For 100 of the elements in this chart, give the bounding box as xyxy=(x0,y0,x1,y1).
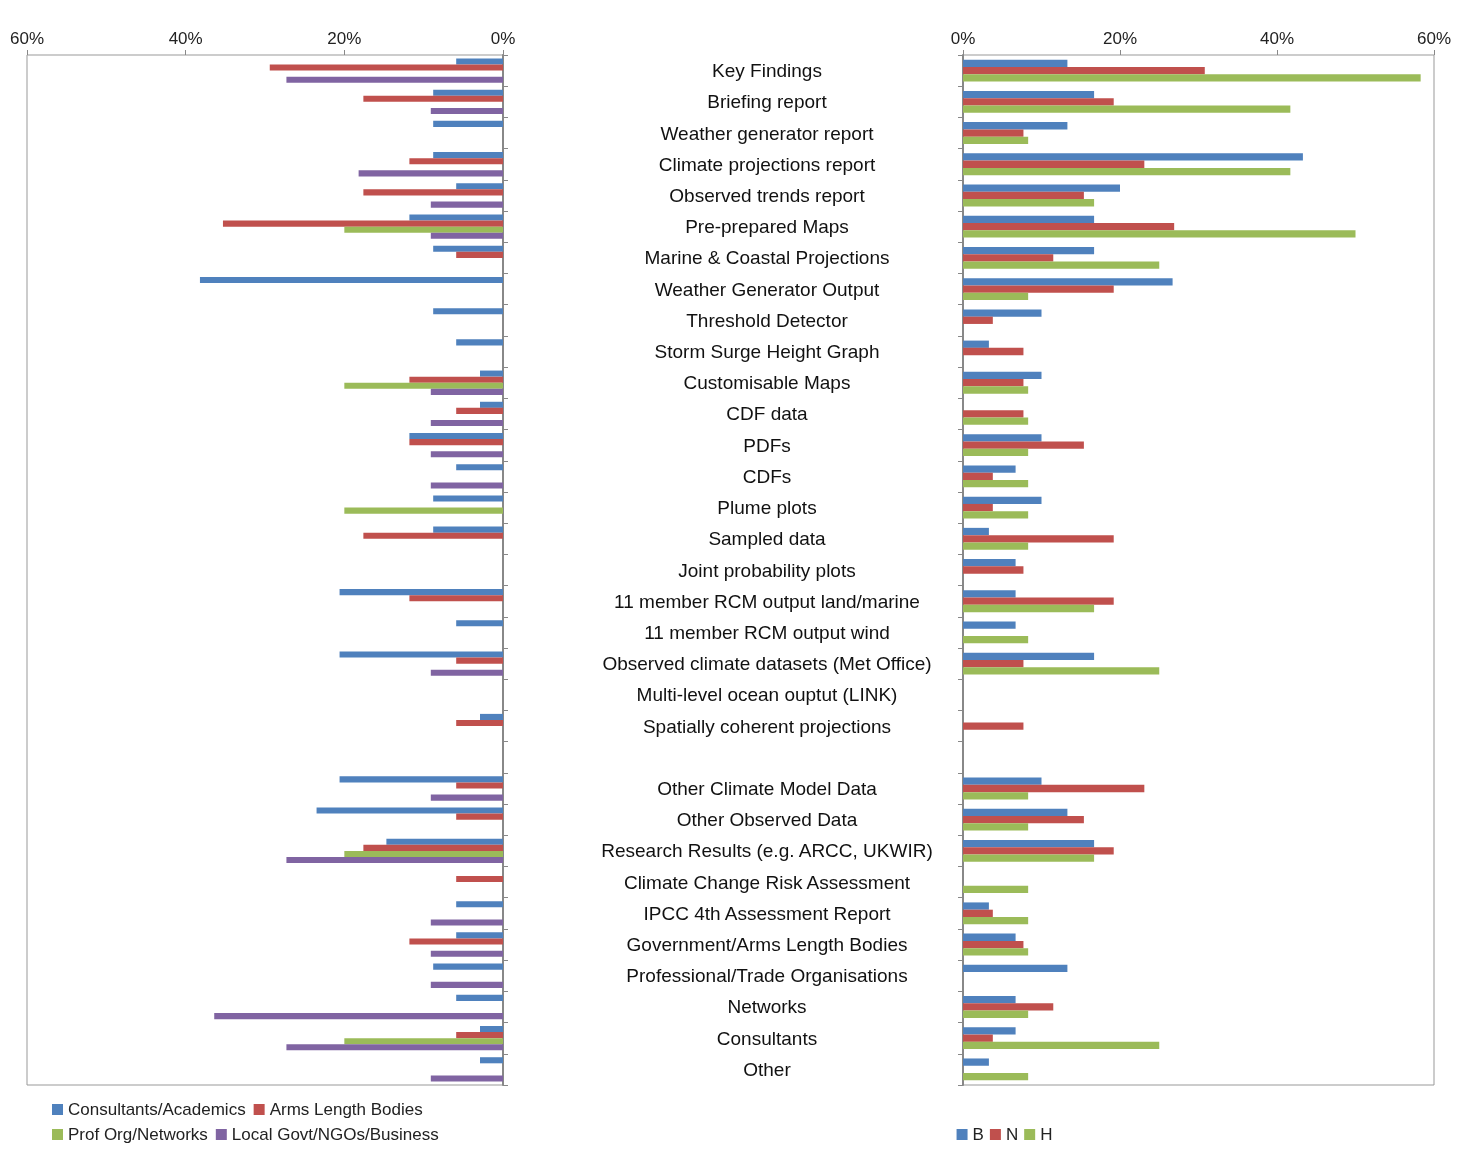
bar xyxy=(433,308,503,315)
bar xyxy=(963,129,1024,137)
x-tick-label: 20% xyxy=(327,29,362,48)
bar xyxy=(963,933,1016,941)
bar xyxy=(963,996,1016,1004)
bar xyxy=(963,636,1029,644)
bar xyxy=(963,566,1024,574)
bar xyxy=(963,74,1421,82)
bar xyxy=(222,220,503,227)
x-tick-label: 60% xyxy=(1416,29,1452,48)
y-tick-label: Other Climate Model Data xyxy=(657,777,878,799)
bar xyxy=(456,876,503,883)
bar xyxy=(430,420,503,427)
y-tick-label: Spatially coherent projections xyxy=(642,715,892,737)
bar xyxy=(963,160,1145,168)
bar xyxy=(963,379,1024,387)
bar xyxy=(963,902,989,910)
legend-label: Consultants/Academics xyxy=(68,1100,246,1119)
bar xyxy=(963,105,1291,113)
bar xyxy=(433,495,503,502)
bar xyxy=(456,251,503,258)
y-tick-label: Plume plots xyxy=(717,497,817,519)
y-tick-label: Observed climate datasets (Met Office) xyxy=(602,653,932,675)
bar xyxy=(963,940,1024,949)
y-tick-label: Sampled data xyxy=(708,528,827,550)
bar xyxy=(963,441,1084,449)
bar xyxy=(430,919,503,926)
bar xyxy=(344,226,503,233)
bar xyxy=(963,604,1095,613)
bar xyxy=(963,285,1114,293)
bar xyxy=(409,214,503,221)
bar xyxy=(963,916,1029,925)
y-tick-label: Research Results (e.g. ARCC, UKWIR) xyxy=(601,840,933,862)
bar xyxy=(963,215,1095,224)
bar xyxy=(963,223,1175,231)
bar xyxy=(963,823,1029,831)
bar xyxy=(409,158,503,165)
bar xyxy=(963,261,1160,269)
bar xyxy=(339,651,503,658)
bar xyxy=(963,964,1068,973)
bar xyxy=(963,278,1173,286)
bar xyxy=(479,1026,503,1033)
bar xyxy=(479,370,503,377)
bar xyxy=(386,838,503,845)
legend-label: N xyxy=(1005,1125,1019,1144)
y-tick-label: Weather generator report xyxy=(660,122,875,144)
bar xyxy=(963,434,1042,442)
y-tick-label: 11 member RCM output wind xyxy=(644,621,890,643)
bar xyxy=(430,950,503,957)
bar xyxy=(963,590,1016,598)
bar xyxy=(409,376,503,383)
bar xyxy=(963,597,1114,605)
y-tick-label: CDFs xyxy=(742,465,792,487)
bar xyxy=(456,994,503,1001)
bar xyxy=(963,292,1029,301)
y-tick-label: Threshold Detector xyxy=(686,309,849,331)
bar xyxy=(430,1075,503,1082)
bar xyxy=(339,776,503,783)
bar xyxy=(409,595,503,602)
bar xyxy=(363,95,503,102)
bar xyxy=(963,503,993,512)
bar xyxy=(963,535,1114,543)
y-tick-label: Government/Arms Length Bodies xyxy=(626,934,908,956)
bar xyxy=(430,482,503,489)
bar xyxy=(479,713,503,720)
bar xyxy=(963,98,1114,106)
bar xyxy=(963,309,1042,317)
bar xyxy=(963,839,1095,848)
bar xyxy=(963,465,1016,473)
legend-label: B xyxy=(972,1125,984,1144)
bar xyxy=(339,589,503,596)
bar xyxy=(963,652,1095,660)
bar xyxy=(963,559,1016,567)
bar xyxy=(963,847,1114,855)
bar xyxy=(344,507,503,514)
legend-label: H xyxy=(1040,1125,1053,1144)
bar xyxy=(963,1010,1029,1018)
bar xyxy=(316,807,503,814)
y-tick-label: Weather Generator Output xyxy=(654,278,881,300)
bar xyxy=(963,122,1068,130)
bar xyxy=(456,407,503,414)
bar xyxy=(286,857,503,864)
bar xyxy=(456,620,503,627)
bar xyxy=(430,981,503,988)
bar xyxy=(963,1027,1016,1035)
bar xyxy=(963,184,1120,192)
bar xyxy=(963,59,1068,67)
bar xyxy=(963,667,1160,675)
bar xyxy=(286,1044,503,1051)
bar xyxy=(456,58,503,65)
bar xyxy=(963,948,1029,956)
bar xyxy=(409,432,503,440)
bar xyxy=(963,90,1095,99)
bar xyxy=(963,527,989,536)
bar xyxy=(963,659,1024,668)
bar xyxy=(430,201,503,208)
bar xyxy=(963,316,993,324)
bar xyxy=(963,885,1029,894)
bar xyxy=(269,64,503,71)
bar xyxy=(963,340,989,348)
